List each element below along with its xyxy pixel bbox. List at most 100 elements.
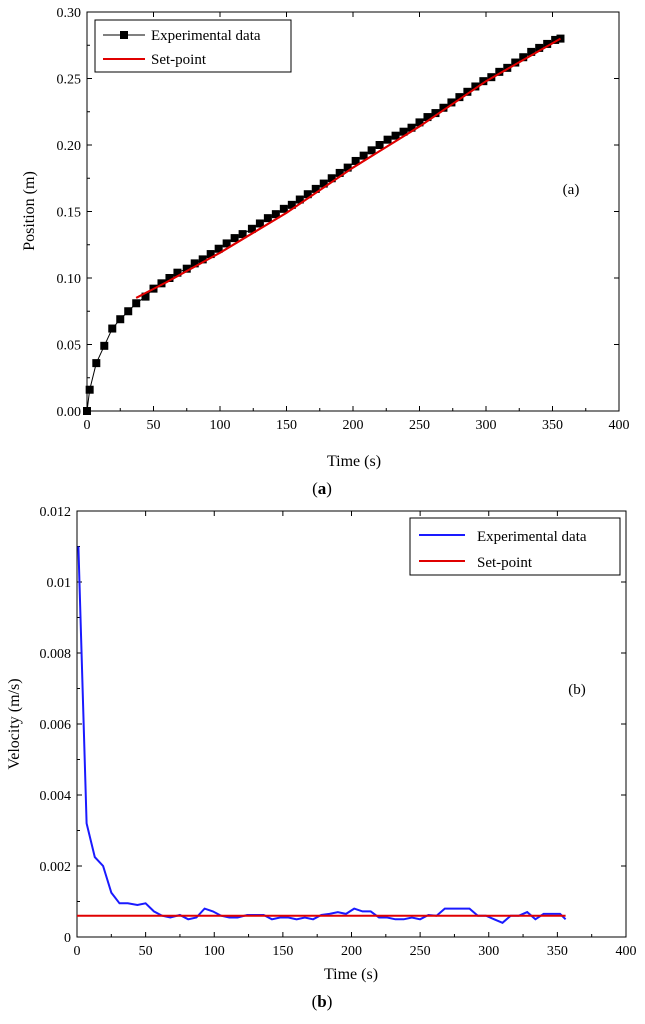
data-point xyxy=(311,184,320,193)
legend-box-a xyxy=(94,19,292,73)
x-tick-label: 50 xyxy=(147,418,161,433)
data-point xyxy=(479,77,488,86)
x-tick-label: 150 xyxy=(276,418,297,433)
legend-marker-experimental-a xyxy=(120,31,128,39)
y-tick-label: 0.30 xyxy=(57,6,82,21)
caption-close-b: ) xyxy=(327,992,333,1011)
data-point xyxy=(471,82,480,91)
data-point xyxy=(173,268,182,277)
data-point xyxy=(100,341,109,350)
caption-letter-b: b xyxy=(317,992,326,1011)
legend-a: Experimental data Set-point xyxy=(94,19,292,73)
x-axis-title-a: Time (s) xyxy=(327,453,381,470)
data-point xyxy=(519,53,528,62)
legend-label-experimental-a: Experimental data xyxy=(151,28,261,44)
x-tick-label: 100 xyxy=(204,944,225,959)
x-axis-title-b: Time (s) xyxy=(324,966,378,983)
x-tick-label: 350 xyxy=(542,418,563,433)
y-ticks-b: 0 0.002 0.004 0.006 0.008 0.01 0.012 xyxy=(40,505,626,946)
data-point xyxy=(157,279,166,288)
data-point xyxy=(463,87,472,96)
series-line-setpoint-overlay xyxy=(135,37,561,299)
data-point xyxy=(535,43,544,52)
data-point xyxy=(238,230,247,239)
data-point xyxy=(92,359,101,368)
y-ticks-a: 0.00 0.05 0.10 0.15 0.20 0.25 0.30 xyxy=(57,6,619,420)
x-tick-label: 250 xyxy=(410,944,431,959)
data-point xyxy=(303,190,312,199)
data-point xyxy=(351,156,360,165)
x-tick-label: 250 xyxy=(409,418,430,433)
y-axis-title-b: Velocity (m/s) xyxy=(6,678,23,769)
y-tick-label: 0.008 xyxy=(40,647,72,662)
data-point xyxy=(391,131,400,140)
y-tick-label: 0.01 xyxy=(47,576,72,591)
data-point xyxy=(247,224,256,233)
caption-letter-a: a xyxy=(318,479,327,498)
legend-label-setpoint-a: Set-point xyxy=(151,52,207,68)
series-group-b xyxy=(77,546,567,924)
y-tick-label: 0.002 xyxy=(40,860,72,875)
data-point xyxy=(319,179,328,188)
x-tick-label: 300 xyxy=(476,418,497,433)
x-tick-label: 0 xyxy=(84,418,91,433)
data-point xyxy=(190,259,199,268)
x-tick-label: 50 xyxy=(139,944,153,959)
data-point xyxy=(85,385,94,394)
caption-open-a: ( xyxy=(312,479,318,498)
data-point xyxy=(399,127,408,136)
data-point xyxy=(222,239,231,248)
data-point xyxy=(447,98,456,107)
figure-caption-b: (b) xyxy=(312,992,333,1011)
data-point xyxy=(495,67,504,76)
data-point xyxy=(124,307,133,316)
y-axis-title-a: Position (m) xyxy=(21,171,38,251)
data-point xyxy=(423,113,432,122)
series-line-experimental xyxy=(86,38,561,412)
x-tick-label: 400 xyxy=(616,944,637,959)
panel-annotation-a: (a) xyxy=(563,182,580,198)
data-point xyxy=(287,200,296,209)
y-tick-label: 0.00 xyxy=(57,405,82,420)
x-ticks-b: 0 50 100 150 200 250 300 350 400 xyxy=(74,511,637,959)
y-tick-label: 0.15 xyxy=(57,206,82,221)
x-tick-label: 0 xyxy=(74,944,81,959)
x-tick-label: 150 xyxy=(272,944,293,959)
data-point xyxy=(439,103,448,112)
series-group-a xyxy=(83,34,565,415)
data-point xyxy=(543,39,552,48)
data-point xyxy=(343,163,352,172)
data-point xyxy=(83,407,91,415)
data-point xyxy=(132,299,141,308)
data-point xyxy=(198,255,207,264)
y-tick-label: 0.10 xyxy=(57,272,82,287)
panel-annotation-b: (b) xyxy=(568,682,586,698)
y-tick-label: 0.25 xyxy=(57,73,82,88)
data-point xyxy=(527,47,536,56)
data-point xyxy=(279,204,288,213)
y-tick-label: 0.20 xyxy=(57,139,82,154)
data-point xyxy=(431,109,440,118)
y-tick-label: 0.006 xyxy=(40,718,72,733)
data-point xyxy=(375,141,384,149)
data-point xyxy=(230,234,239,243)
x-tick-label: 350 xyxy=(547,944,568,959)
data-point xyxy=(182,264,191,273)
y-tick-label: 0.012 xyxy=(40,505,72,520)
data-point xyxy=(165,274,174,282)
legend-label-setpoint-b: Set-point xyxy=(477,555,533,571)
legend-label-experimental-b: Experimental data xyxy=(477,529,587,545)
x-tick-label: 200 xyxy=(341,944,362,959)
legend-b: Experimental data Set-point xyxy=(409,517,621,576)
data-point xyxy=(141,292,150,301)
data-point xyxy=(367,146,376,155)
y-tick-label: 0 xyxy=(64,931,71,946)
caption-open-b: ( xyxy=(312,992,318,1011)
data-point xyxy=(503,63,512,72)
data-point xyxy=(415,118,424,127)
data-point xyxy=(455,93,464,102)
data-point xyxy=(116,315,125,324)
legend-box-b xyxy=(409,517,621,576)
data-point xyxy=(335,168,344,177)
